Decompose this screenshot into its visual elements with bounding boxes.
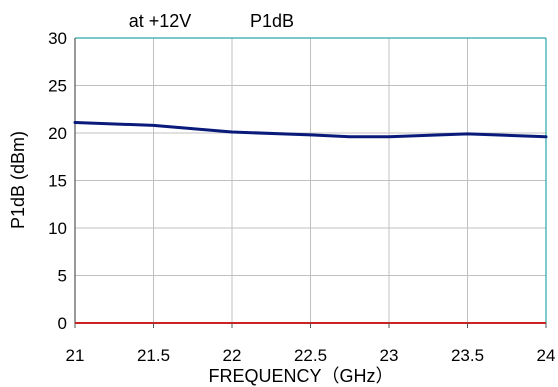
x-tick-label: 21 [66,346,85,365]
y-tick-label: 25 [48,77,67,96]
grid-lines [75,38,546,323]
chart-title: P1dB [250,11,294,31]
x-axis-ticks: 21 21.5 22 22.5 23 23.5 24 [66,323,556,365]
y-tick-label: 15 [48,172,67,191]
y-tick-label: 10 [48,219,67,238]
y-axis-ticks: 0 5 10 15 20 25 30 [48,29,67,333]
x-tick-label: 22 [223,346,242,365]
y-tick-label: 30 [48,29,67,48]
x-tick-label: 23 [380,346,399,365]
series-group [73,121,548,139]
x-tick-label: 21.5 [137,346,170,365]
x-tick-label: 22.5 [294,346,327,365]
chart-subtitle: at +12V [129,11,192,31]
x-tick-label: 24 [537,346,556,365]
y-axis-label: P1dB (dBm) [8,131,28,229]
y-tick-label: 0 [58,314,67,333]
y-tick-label: 5 [58,267,67,286]
series-line [73,121,548,139]
x-tick-label: 23.5 [451,346,484,365]
x-axis-label: FREQUENCY（GHz） [208,366,393,386]
y-tick-label: 20 [48,124,67,143]
